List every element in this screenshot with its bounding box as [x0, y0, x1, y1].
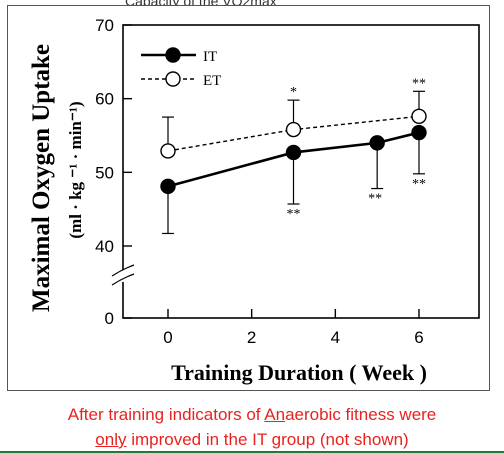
truncated-title-fragment: Capacity of the VO2max — [0, 0, 504, 12]
x-axis-label: Training Duration ( Week ) — [171, 360, 427, 385]
caption-line-2-rest: improved in the IT group (not shown) — [126, 430, 409, 449]
legend-marker — [165, 47, 181, 63]
y-tick-label: 50 — [95, 163, 114, 182]
axis-break-gap — [117, 270, 129, 282]
chart-frame: 0 40 50 60 70 0 2 4 6 ** ** ** * ** IT ET Maximal Oxy… — [7, 5, 490, 391]
data-point — [285, 121, 302, 138]
caption-line-2: only improved in the IT group (not shown… — [0, 430, 504, 450]
y-tick-label: 0 — [105, 309, 114, 328]
axis-break-mark — [111, 273, 135, 286]
chart-legend: IT ET — [141, 47, 221, 89]
significance-label: ** — [368, 192, 382, 207]
legend-label: ET — [203, 73, 221, 89]
significance-label: * — [290, 85, 297, 100]
legend-label: IT — [203, 49, 217, 65]
data-point — [285, 144, 302, 161]
significance-label: ** — [287, 207, 301, 222]
data-point — [160, 178, 176, 195]
axis-break-mark — [111, 264, 135, 277]
chart-series: ********* — [160, 76, 427, 235]
top-fragment-text: Capacity of the VO2max — [125, 0, 277, 9]
caption-underlined-an: An — [264, 405, 286, 424]
x-tick-label: 0 — [163, 328, 172, 347]
data-point — [369, 135, 385, 151]
x-tick-label: 2 — [247, 328, 256, 347]
series-line — [167, 131, 420, 188]
data-point — [411, 124, 427, 141]
y-axis-label: Maximal Oxygen Uptake — [28, 44, 55, 312]
plot-box — [122, 24, 480, 319]
x-tick-label: 6 — [414, 328, 423, 347]
caption-prefix: After training indicators of — [67, 405, 265, 424]
significance-label: ** — [412, 177, 426, 192]
x-tick-label: 4 — [331, 328, 340, 347]
y-axis-unit: (ml · kg ⁻¹ · min⁻¹) — [66, 101, 85, 238]
y-tick-label: 40 — [95, 237, 114, 256]
legend-marker — [165, 71, 181, 87]
chart-axes: 0 40 50 60 70 0 2 4 6 — [95, 16, 480, 347]
bottom-accent-bar — [0, 451, 504, 453]
caption-underlined-only: only — [95, 430, 127, 449]
caption-suffix: aerobic fitness were — [285, 405, 437, 424]
y-tick-label: 60 — [95, 90, 114, 109]
significance-label: ** — [412, 76, 426, 91]
y-tick-label: 70 — [95, 16, 114, 35]
caption-line-1: After training indicators of Anaerobic f… — [0, 405, 504, 425]
data-point — [160, 143, 176, 159]
data-point — [411, 108, 427, 125]
